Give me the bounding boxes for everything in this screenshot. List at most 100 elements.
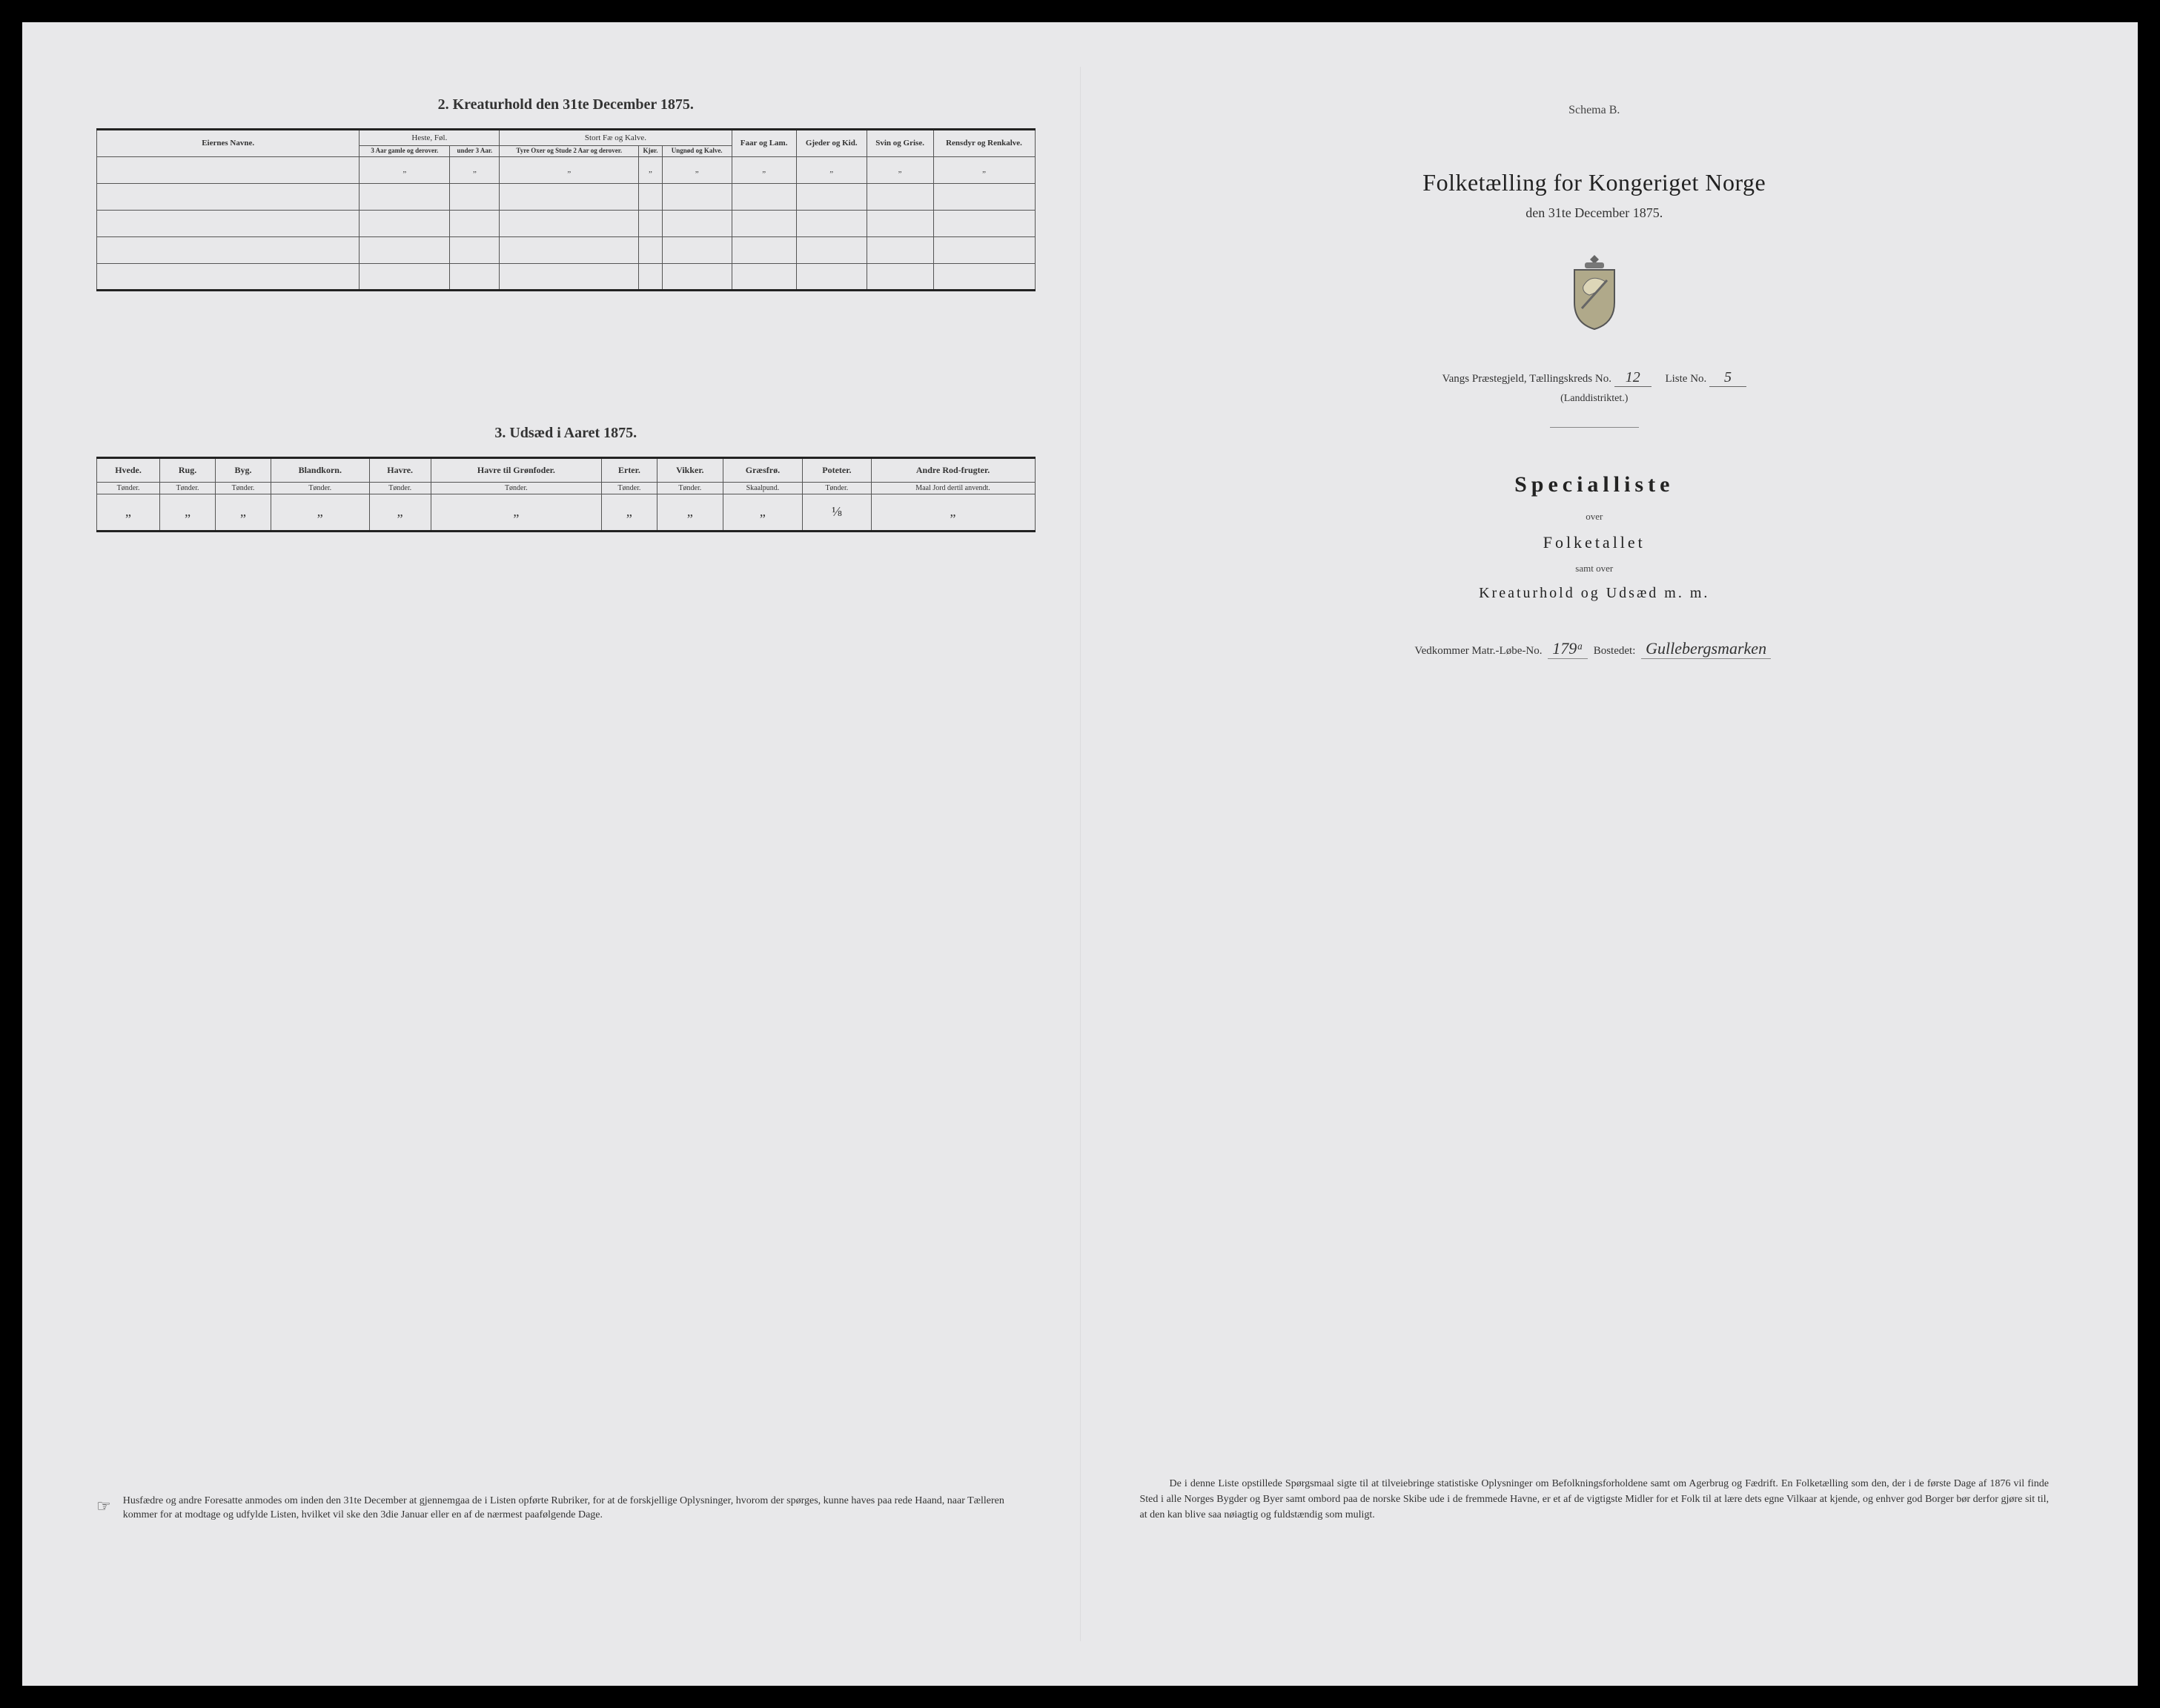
specialliste-title: Specialliste bbox=[1125, 472, 2064, 497]
table-cell: „ bbox=[160, 494, 216, 531]
table-cell bbox=[867, 210, 933, 236]
table-cell bbox=[97, 263, 360, 290]
col-header: Hvede. bbox=[97, 457, 160, 482]
col-header: Græsfrø. bbox=[723, 457, 802, 482]
table-cell bbox=[639, 236, 663, 263]
table-cell: „ bbox=[723, 494, 802, 531]
over-label-1: over bbox=[1125, 511, 2064, 523]
divider bbox=[1550, 427, 1639, 428]
matr-no: 179ᵃ bbox=[1548, 639, 1588, 659]
table-row: „„„„„„„„„ bbox=[97, 156, 1036, 183]
table-cell bbox=[450, 236, 500, 263]
table-cell: ⅛ bbox=[803, 494, 871, 531]
sub-stort3: Ungnød og Kalve. bbox=[662, 146, 732, 157]
col-eier: Eiernes Navne. bbox=[97, 130, 360, 157]
table-cell: „ bbox=[657, 494, 723, 531]
table-cell: „ bbox=[360, 156, 450, 183]
sub-stort1: Tyre Oxer og Stude 2 Aar og derover. bbox=[500, 146, 639, 157]
right-page: Schema B. Folketælling for Kongeriget No… bbox=[1081, 67, 2109, 1641]
footer-note-right-text: De i denne Liste opstillede Spørgsmaal s… bbox=[1140, 1478, 2050, 1520]
table-cell bbox=[933, 236, 1035, 263]
col-header: Rug. bbox=[160, 457, 216, 482]
sub-heste2: under 3 Aar. bbox=[450, 146, 500, 157]
table-cell bbox=[639, 210, 663, 236]
col-header: Poteter. bbox=[803, 457, 871, 482]
kreaturhold-table: Eiernes Navne. Heste, Føl. Stort Fæ og K… bbox=[96, 128, 1036, 291]
table-cell bbox=[732, 210, 796, 236]
table-cell: „ bbox=[871, 494, 1035, 531]
col-header: Havre til Grønfoder. bbox=[431, 457, 601, 482]
table-cell: „ bbox=[796, 156, 867, 183]
district-no: 12 bbox=[1614, 369, 1652, 387]
table-row bbox=[97, 236, 1036, 263]
col-header: Erter. bbox=[601, 457, 657, 482]
main-subtitle: den 31te December 1875. bbox=[1125, 205, 2064, 221]
district-line: Vangs Præstegjeld, Tællingskreds No. 12 … bbox=[1125, 369, 2064, 387]
col-unit: Skaalpund. bbox=[723, 482, 802, 494]
table-cell: „ bbox=[450, 156, 500, 183]
table-cell bbox=[796, 236, 867, 263]
group-stort: Stort Fæ og Kalve. bbox=[500, 130, 732, 146]
table-cell bbox=[867, 236, 933, 263]
table-cell bbox=[867, 183, 933, 210]
district-prefix: Vangs Præstegjeld, Tællingskreds No. bbox=[1442, 373, 1611, 385]
table-row bbox=[97, 263, 1036, 290]
table-cell bbox=[360, 236, 450, 263]
table-cell bbox=[867, 263, 933, 290]
table-cell bbox=[97, 210, 360, 236]
table-cell: „ bbox=[732, 156, 796, 183]
udsaed-table: Hvede.Rug.Byg.Blandkorn.Havre.Havre til … bbox=[96, 457, 1036, 532]
footer-note-left-text: Husfædre og andre Foresatte anmodes om i… bbox=[123, 1494, 1036, 1523]
table-cell bbox=[796, 183, 867, 210]
sub-heste1: 3 Aar gamle og derover. bbox=[360, 146, 450, 157]
col-unit: Tønder. bbox=[431, 482, 601, 494]
col-header: Byg. bbox=[216, 457, 271, 482]
table-cell bbox=[796, 263, 867, 290]
vedkommer-label: Vedkommer Matr.-Løbe-No. bbox=[1414, 645, 1542, 657]
col-unit: Tønder. bbox=[271, 482, 370, 494]
col-unit: Maal Jord dertil anvendt. bbox=[871, 482, 1035, 494]
footer-note-right: De i denne Liste opstillede Spørgsmaal s… bbox=[1140, 1476, 2050, 1523]
table-cell bbox=[360, 263, 450, 290]
col-unit: Tønder. bbox=[803, 482, 871, 494]
col-header: Andre Rod-frugter. bbox=[871, 457, 1035, 482]
table-cell: „ bbox=[369, 494, 431, 531]
table-cell bbox=[796, 210, 867, 236]
table-cell bbox=[97, 183, 360, 210]
table-cell bbox=[662, 236, 732, 263]
table-cell bbox=[450, 263, 500, 290]
pointing-hand-icon: ☞ bbox=[96, 1495, 111, 1523]
section2-heading: 2. Kreaturhold den 31te December 1875. bbox=[96, 96, 1036, 113]
sub-stort2: Kjør. bbox=[639, 146, 663, 157]
col-unit: Tønder. bbox=[97, 482, 160, 494]
kreatur-line: Kreaturhold og Udsæd m. m. bbox=[1125, 585, 2064, 602]
col-header: Vikker. bbox=[657, 457, 723, 482]
left-page: 2. Kreaturhold den 31te December 1875. E… bbox=[52, 67, 1081, 1641]
col-unit: Tønder. bbox=[657, 482, 723, 494]
table-cell bbox=[500, 263, 639, 290]
col-unit: Tønder. bbox=[601, 482, 657, 494]
col-unit: Tønder. bbox=[160, 482, 216, 494]
table-cell bbox=[732, 263, 796, 290]
table-row bbox=[97, 210, 1036, 236]
coat-of-arms-icon bbox=[1125, 251, 2064, 332]
table-cell bbox=[933, 183, 1035, 210]
bosted-label: Bostedet: bbox=[1594, 645, 1636, 657]
table-cell bbox=[360, 183, 450, 210]
col-header: Havre. bbox=[369, 457, 431, 482]
col-faar: Faar og Lam. bbox=[732, 130, 796, 157]
table-cell: „ bbox=[431, 494, 601, 531]
table-cell bbox=[450, 183, 500, 210]
table-cell bbox=[732, 183, 796, 210]
main-title: Folketælling for Kongeriget Norge bbox=[1125, 169, 2064, 196]
table-cell bbox=[933, 210, 1035, 236]
col-svin: Svin og Grise. bbox=[867, 130, 933, 157]
table-cell: „ bbox=[601, 494, 657, 531]
table-cell bbox=[662, 210, 732, 236]
table-cell bbox=[639, 263, 663, 290]
table-cell bbox=[500, 236, 639, 263]
table-cell bbox=[500, 183, 639, 210]
table-cell: „ bbox=[867, 156, 933, 183]
table-cell bbox=[662, 263, 732, 290]
group-heste: Heste, Føl. bbox=[360, 130, 500, 146]
